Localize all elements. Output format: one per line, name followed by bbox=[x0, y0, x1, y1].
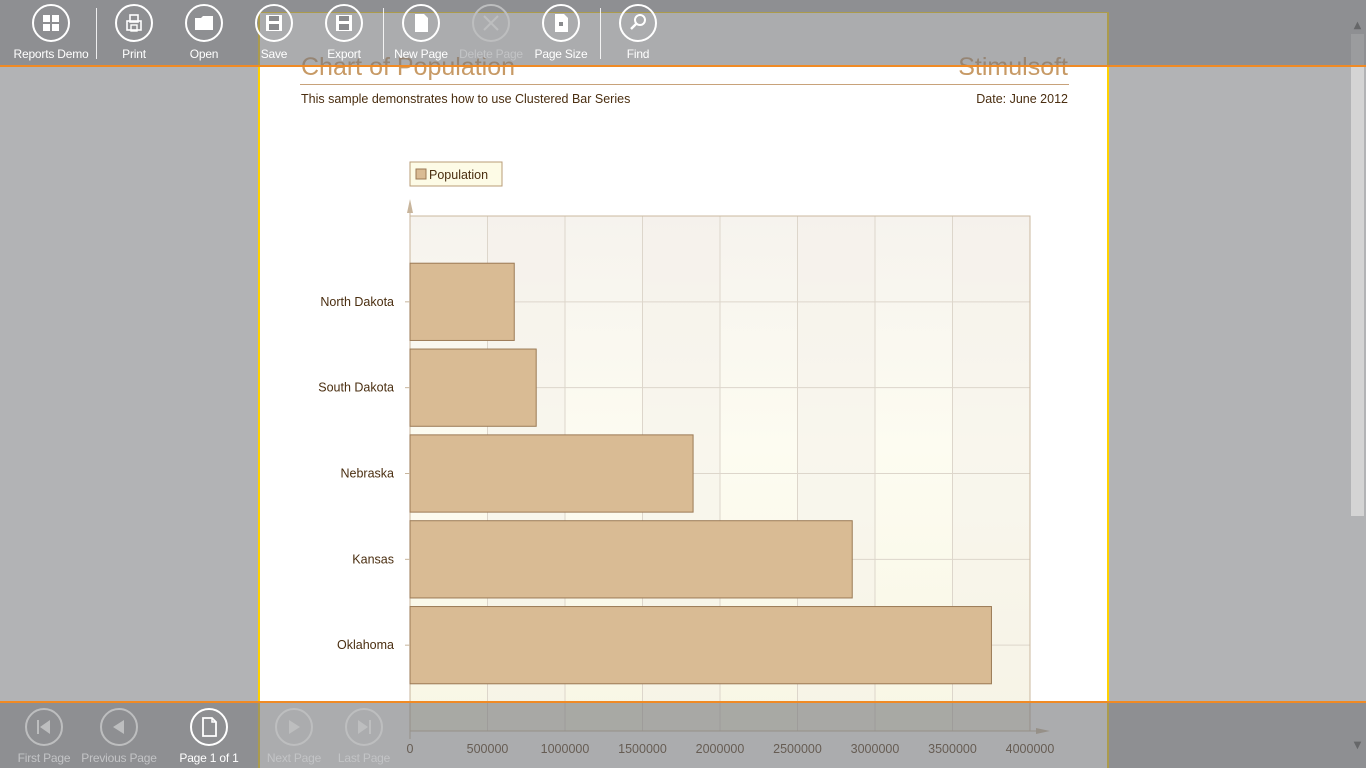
previous-page-icon bbox=[113, 720, 124, 734]
grid-icon bbox=[43, 15, 59, 31]
report-date: Date: June 2012 bbox=[976, 92, 1068, 106]
report-description: This sample demonstrates how to use Clus… bbox=[301, 92, 631, 106]
page-size-button[interactable]: Page Size bbox=[521, 4, 601, 61]
y-axis-arrow bbox=[407, 199, 413, 213]
last-page-label: Last Page bbox=[337, 751, 391, 765]
current-page-button[interactable]: Page 1 of 1 bbox=[169, 708, 249, 765]
export-icon bbox=[336, 15, 352, 31]
bar-oklahoma bbox=[409, 606, 992, 685]
y-tick-label: Kansas bbox=[352, 552, 394, 566]
top-app-bar: Reports Demo Print Open Save Export New … bbox=[0, 0, 1366, 67]
open-button[interactable]: Open bbox=[164, 4, 244, 61]
find-button[interactable]: Find bbox=[598, 4, 678, 61]
folder-icon bbox=[195, 16, 213, 30]
save-button[interactable]: Save bbox=[234, 4, 314, 61]
next-page-button[interactable]: Next Page bbox=[254, 708, 334, 765]
page-icon bbox=[202, 717, 217, 737]
last-page-icon bbox=[358, 720, 371, 734]
toolbar-separator bbox=[600, 8, 601, 59]
legend-swatch bbox=[415, 168, 427, 180]
delete-icon bbox=[483, 15, 499, 31]
first-page-icon bbox=[37, 720, 50, 734]
previous-page-button[interactable]: Previous Page bbox=[79, 708, 159, 765]
previous-page-label: Previous Page bbox=[81, 751, 157, 765]
export-label: Export bbox=[327, 47, 361, 61]
search-icon bbox=[630, 14, 646, 30]
reports-demo-label: Reports Demo bbox=[13, 47, 89, 61]
delete-page-button[interactable]: Delete Page bbox=[451, 4, 531, 61]
vertical-scrollbar[interactable]: ▲ ▼ bbox=[1349, 0, 1366, 768]
page-size-icon bbox=[555, 14, 568, 32]
population-chart: North Dakota South Dakota Nebraska Kansas Ok… bbox=[318, 161, 1054, 756]
first-page-button[interactable]: First Page bbox=[4, 708, 84, 765]
bar-kansas bbox=[409, 520, 853, 599]
first-page-label: First Page bbox=[17, 751, 71, 765]
bottom-app-bar: First Page Previous Page Page 1 of 1 Nex… bbox=[0, 701, 1366, 768]
print-button[interactable]: Print bbox=[94, 4, 174, 61]
y-tick-label: Nebraska bbox=[341, 467, 395, 481]
toolbar-separator bbox=[383, 8, 384, 59]
y-tick-label: South Dakota bbox=[318, 381, 394, 395]
new-page-icon bbox=[415, 14, 428, 32]
save-label: Save bbox=[260, 47, 288, 61]
new-page-label: New Page bbox=[394, 47, 448, 61]
y-tick-label: Oklahoma bbox=[337, 638, 394, 652]
legend-label: Population bbox=[429, 168, 488, 182]
last-page-button[interactable]: Last Page bbox=[324, 708, 404, 765]
new-page-button[interactable]: New Page bbox=[381, 4, 461, 61]
title-divider bbox=[300, 84, 1069, 85]
scroll-thumb[interactable] bbox=[1351, 34, 1364, 516]
y-tick-label: North Dakota bbox=[320, 295, 394, 309]
print-icon bbox=[126, 14, 142, 32]
current-page-label: Page 1 of 1 bbox=[179, 751, 239, 765]
open-label: Open bbox=[189, 47, 219, 61]
report-page: North Dakota South Dakota Nebraska Kansas Ok… bbox=[258, 12, 1109, 768]
page-size-label: Page Size bbox=[534, 47, 588, 61]
next-page-label: Next Page bbox=[266, 751, 322, 765]
bar-nebraska bbox=[409, 434, 694, 513]
delete-page-label: Delete Page bbox=[459, 47, 523, 61]
save-icon bbox=[266, 15, 282, 31]
print-label: Print bbox=[122, 47, 146, 61]
export-button[interactable]: Export bbox=[304, 4, 384, 61]
next-page-icon bbox=[289, 720, 300, 734]
bar-north-dakota bbox=[409, 262, 515, 341]
reports-demo-button[interactable]: Reports Demo bbox=[11, 4, 91, 61]
toolbar-separator bbox=[96, 8, 97, 59]
bar-south-dakota bbox=[409, 348, 537, 427]
find-label: Find bbox=[626, 47, 650, 61]
